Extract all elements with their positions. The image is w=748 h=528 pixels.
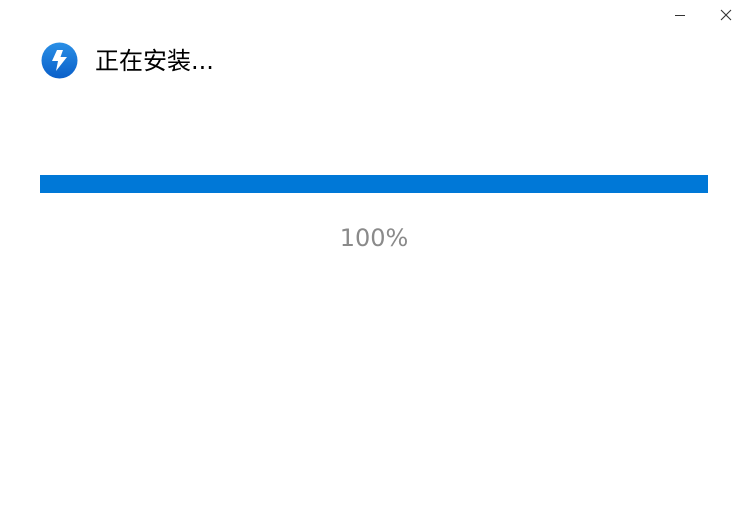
progress-bar [40, 175, 708, 193]
lightning-logo-icon [41, 42, 78, 79]
progress-fill [40, 175, 708, 193]
close-icon [720, 9, 732, 21]
page-title: 正在安装... [95, 47, 214, 75]
progress-percent-label: 100% [339, 224, 409, 252]
minimize-button[interactable] [658, 0, 702, 30]
close-button[interactable] [704, 0, 748, 30]
minimize-icon [675, 15, 685, 16]
